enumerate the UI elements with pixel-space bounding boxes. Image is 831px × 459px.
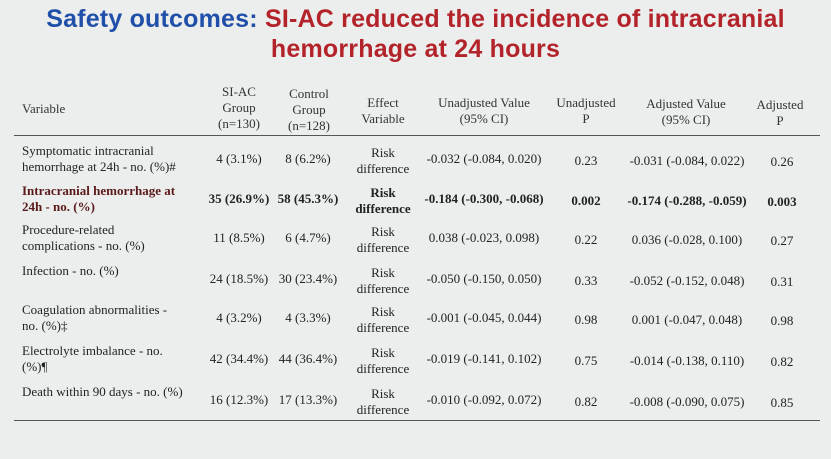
- header-unadjusted-p: Unadjusted P: [556, 95, 616, 126]
- header-siac-group: SI-AC Group (n=130): [218, 84, 260, 131]
- header-rule: [14, 135, 820, 136]
- cell-variable: Infection - no. (%): [22, 263, 119, 278]
- cell-variable: Coagulation abnormalities - no. (%)‡: [22, 302, 168, 333]
- cell-siac: 35 (26.9%): [208, 191, 270, 206]
- header-variable: Variable: [22, 101, 66, 116]
- cell-adjusted-p: 0.003: [767, 194, 797, 209]
- cell-unadjusted-value: -0.010 (-0.092, 0.072): [426, 392, 542, 407]
- cell-siac: 11 (8.5%): [213, 230, 265, 245]
- cell-unadjusted-value: -0.032 (-0.084, 0.020): [426, 151, 542, 166]
- cell-siac: 16 (12.3%): [209, 392, 269, 407]
- cell-adjusted-value: -0.052 (-0.152, 0.048): [629, 273, 745, 288]
- cell-variable: Electrolyte imbalance - no. (%)¶: [22, 343, 163, 374]
- cell-adjusted-p: 0.31: [770, 274, 794, 289]
- cell-control: 58 (45.3%): [277, 191, 339, 206]
- cell-unadjusted-p: 0.98: [574, 312, 598, 327]
- cell-unadjusted-p: 0.22: [574, 232, 598, 247]
- cell-control: 30 (23.4%): [278, 271, 338, 286]
- slide-title: Safety outcomes: SI-AC reduced the incid…: [0, 4, 831, 64]
- cell-control: 8 (6.2%): [285, 151, 331, 166]
- cell-adjusted-p: 0.85: [770, 395, 794, 410]
- cell-unadjusted-value: -0.050 (-0.150, 0.050): [426, 271, 542, 286]
- cell-control: 17 (13.3%): [278, 392, 338, 407]
- cell-effect: Risk difference: [356, 224, 410, 255]
- cell-unadjusted-p: 0.82: [574, 394, 598, 409]
- cell-unadjusted-value: -0.019 (-0.141, 0.102): [426, 351, 542, 366]
- cell-control: 6 (4.7%): [285, 230, 331, 245]
- cell-unadjusted-value: -0.184 (-0.300, -0.068): [424, 191, 544, 206]
- header-adjusted-value: Adjusted Value (95% CI): [646, 96, 726, 127]
- cell-variable: Intracranial hemorrhage at 24h - no. (%): [22, 183, 176, 214]
- bottom-rule: [14, 420, 820, 421]
- title-highlight-line1: SI-AC reduced the incidence of intracran…: [264, 5, 785, 33]
- cell-unadjusted-p: 0.75: [574, 353, 598, 368]
- cell-control: 44 (36.4%): [278, 351, 338, 366]
- cell-adjusted-value: -0.031 (-0.084, 0.022): [629, 153, 745, 168]
- cell-siac: 42 (34.4%): [209, 351, 269, 366]
- cell-effect: Risk difference: [356, 145, 410, 176]
- cell-unadjusted-p: 0.33: [574, 273, 598, 288]
- cell-effect: Risk difference: [356, 265, 410, 296]
- cell-unadjusted-p: 0.23: [574, 153, 598, 168]
- cell-adjusted-value: 0.001 (-0.047, 0.048): [631, 312, 743, 327]
- cell-unadjusted-p: 0.002: [571, 193, 601, 208]
- cell-control: 4 (3.3%): [285, 310, 331, 325]
- header-adjusted-p: Adjusted P: [756, 97, 804, 128]
- cell-effect: Risk difference: [356, 304, 410, 335]
- cell-unadjusted-value: 0.038 (-0.023, 0.098): [428, 230, 540, 245]
- title-prefix: Safety outcomes:: [46, 5, 258, 33]
- title-highlight-line2: hemorrhage at 24 hours: [270, 35, 561, 63]
- header-control-group: Control Group (n=128): [288, 86, 330, 133]
- header-unadjusted-value: Unadjusted Value (95% CI): [438, 95, 530, 126]
- cell-effect: Risk difference: [355, 185, 411, 216]
- cell-variable: Symptomatic intracranial hemorrhage at 24…: [22, 143, 176, 174]
- cell-adjusted-value: 0.036 (-0.028, 0.100): [631, 232, 743, 247]
- header-effect-variable: Effect Variable: [361, 95, 405, 126]
- cell-variable: Death within 90 days - no. (%): [22, 384, 183, 399]
- cell-siac: 4 (3.1%): [216, 151, 262, 166]
- cell-adjusted-p: 0.98: [770, 313, 794, 328]
- cell-adjusted-value: -0.008 (-0.090, 0.075): [629, 394, 745, 409]
- cell-siac: 24 (18.5%): [209, 271, 269, 286]
- cell-effect: Risk difference: [356, 386, 410, 417]
- cell-adjusted-p: 0.27: [770, 233, 794, 248]
- cell-variable: Procedure-related complications - no. (%): [22, 222, 145, 253]
- cell-adjusted-p: 0.26: [770, 154, 794, 169]
- cell-adjusted-p: 0.82: [770, 354, 794, 369]
- cell-effect: Risk difference: [356, 345, 410, 376]
- cell-adjusted-value: -0.174 (-0.288, -0.059): [627, 193, 747, 208]
- cell-siac: 4 (3.2%): [216, 310, 262, 325]
- cell-unadjusted-value: -0.001 (-0.045, 0.044): [426, 310, 542, 325]
- cell-adjusted-value: -0.014 (-0.138, 0.110): [629, 353, 745, 368]
